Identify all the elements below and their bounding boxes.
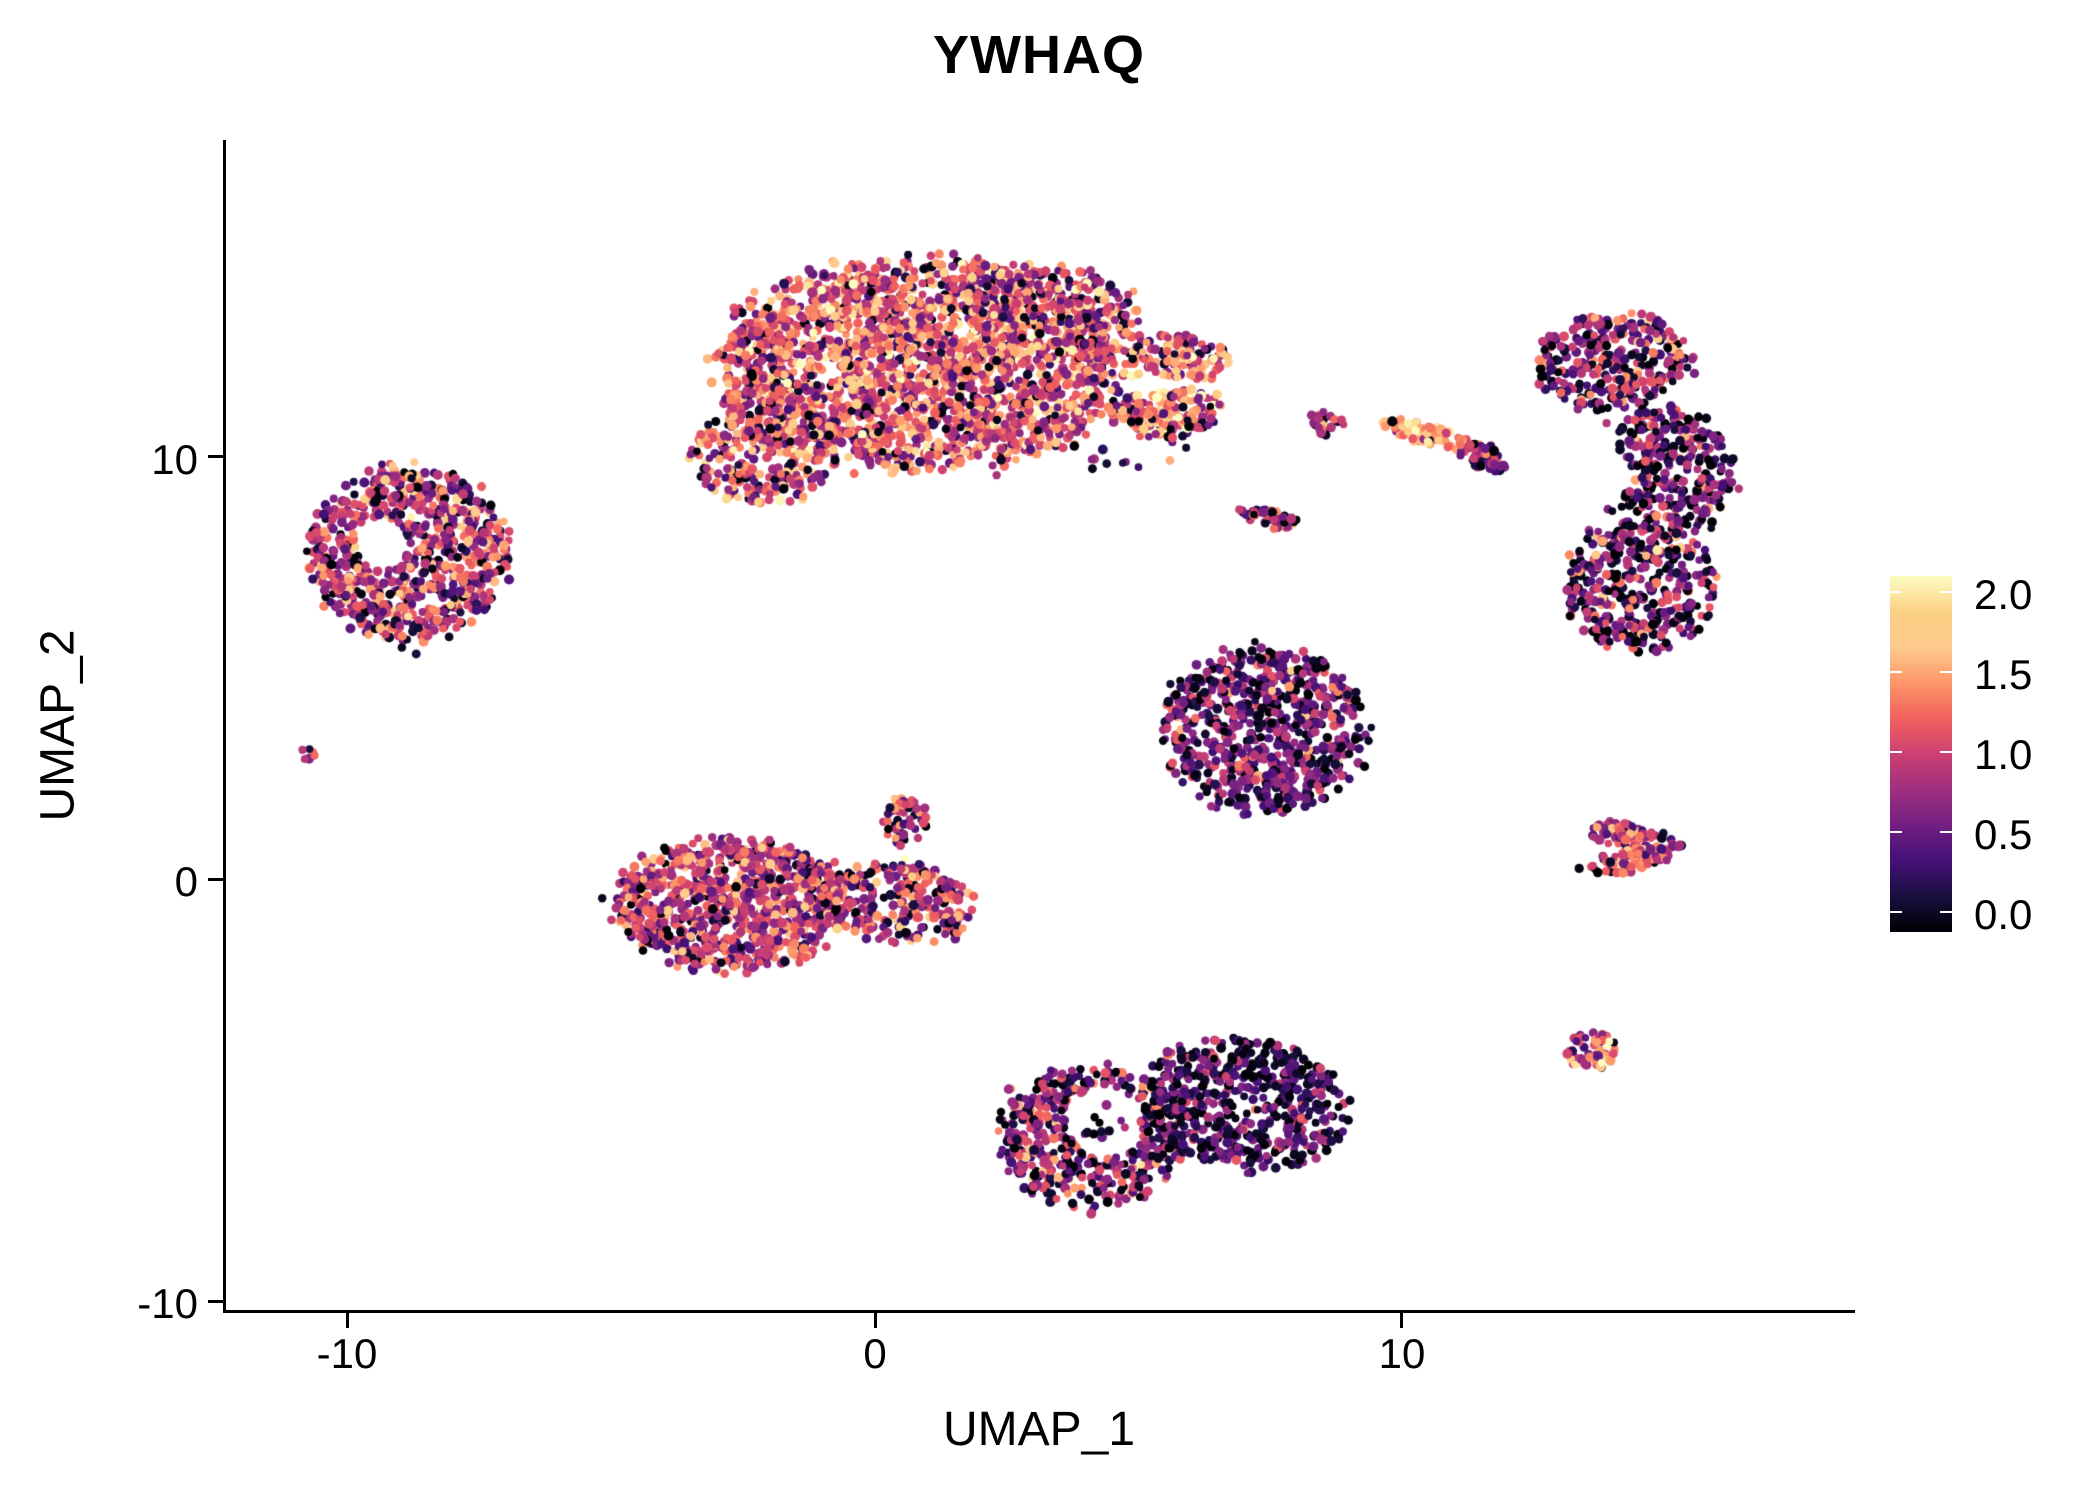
x-axis-tick: [346, 1313, 349, 1328]
colorbar-tick-mark: [1890, 591, 1902, 593]
colorbar-tick-label: 1.5: [1974, 651, 2033, 698]
colorbar-tick-mark: [1940, 831, 1952, 833]
scatter-plot-canvas: [226, 140, 1850, 1310]
colorbar-tick-label: 2.0: [1974, 571, 2033, 618]
colorbar-tick-mark: [1940, 671, 1952, 673]
colorbar-tick-mark: [1890, 911, 1902, 913]
x-tick-label: 0: [863, 1330, 887, 1377]
chart-title: YWHAQ: [933, 25, 1145, 85]
y-axis-line: [223, 140, 226, 1313]
colorbar-tick-mark: [1890, 831, 1902, 833]
x-axis-tick: [874, 1313, 877, 1328]
y-axis-label: UMAP_2: [31, 629, 85, 822]
x-tick-label: -10: [316, 1330, 378, 1377]
x-axis-tick: [1400, 1313, 1403, 1328]
y-axis-tick: [208, 1300, 223, 1303]
colorbar-tick-label: 0.0: [1974, 891, 2033, 938]
y-tick-label: 10: [151, 436, 198, 483]
colorbar-gradient: [1890, 576, 1952, 932]
colorbar-tick-mark: [1940, 591, 1952, 593]
y-axis-tick: [208, 455, 223, 458]
colorbar-tick-mark: [1940, 911, 1952, 913]
colorbar-tick-label: 0.5: [1974, 811, 2033, 858]
colorbar-tick-mark: [1890, 751, 1902, 753]
colorbar-tick-label: 1.0: [1974, 731, 2033, 778]
x-axis-line: [223, 1310, 1855, 1313]
y-axis-tick: [208, 878, 223, 881]
y-tick-label: -10: [137, 1280, 198, 1327]
colorbar-tick-mark: [1890, 671, 1902, 673]
y-tick-label: 0: [174, 858, 198, 905]
x-tick-label: 10: [1378, 1330, 1426, 1377]
colorbar-tick-mark: [1940, 751, 1952, 753]
x-axis-label: UMAP_1: [942, 1403, 1136, 1456]
